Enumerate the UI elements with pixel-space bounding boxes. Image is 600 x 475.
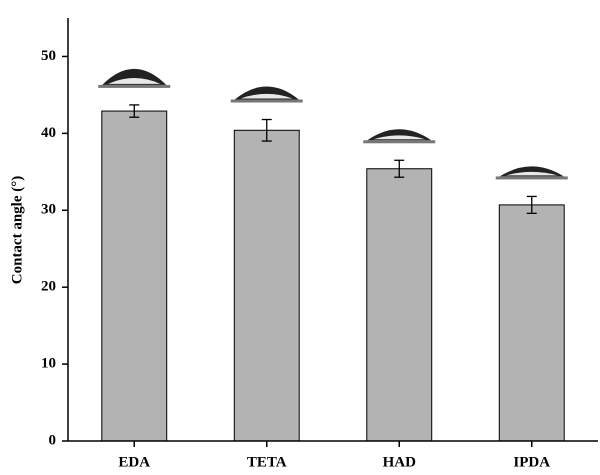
error-bar bbox=[129, 104, 140, 118]
y-tick-label: 30 bbox=[41, 202, 56, 218]
droplet-highlight bbox=[505, 171, 558, 176]
bar bbox=[366, 168, 433, 442]
bar bbox=[233, 129, 300, 442]
y-tick-label: 50 bbox=[41, 48, 56, 64]
bar bbox=[101, 110, 168, 442]
y-tick-label: 20 bbox=[41, 279, 56, 295]
error-bar bbox=[526, 195, 537, 214]
x-tick-label: HAD bbox=[383, 454, 417, 470]
substrate bbox=[495, 176, 568, 180]
substrate bbox=[230, 99, 303, 103]
y-axis-label: Contact angle (°) bbox=[9, 176, 25, 284]
droplet-highlight bbox=[108, 78, 161, 84]
droplet-highlight bbox=[240, 93, 293, 99]
y-tick-label: 40 bbox=[41, 125, 56, 141]
error-bar bbox=[394, 159, 405, 178]
x-tick-label: TETA bbox=[247, 454, 287, 470]
error-bar bbox=[261, 118, 272, 142]
droplet-highlight bbox=[373, 135, 426, 140]
y-tick-label: 10 bbox=[41, 356, 56, 372]
x-tick-label: EDA bbox=[118, 454, 150, 470]
substrate bbox=[98, 84, 171, 88]
substrate bbox=[363, 140, 436, 144]
y-tick-label: 0 bbox=[49, 432, 57, 448]
x-tick-label: IPDA bbox=[513, 454, 550, 470]
bar bbox=[498, 204, 565, 442]
